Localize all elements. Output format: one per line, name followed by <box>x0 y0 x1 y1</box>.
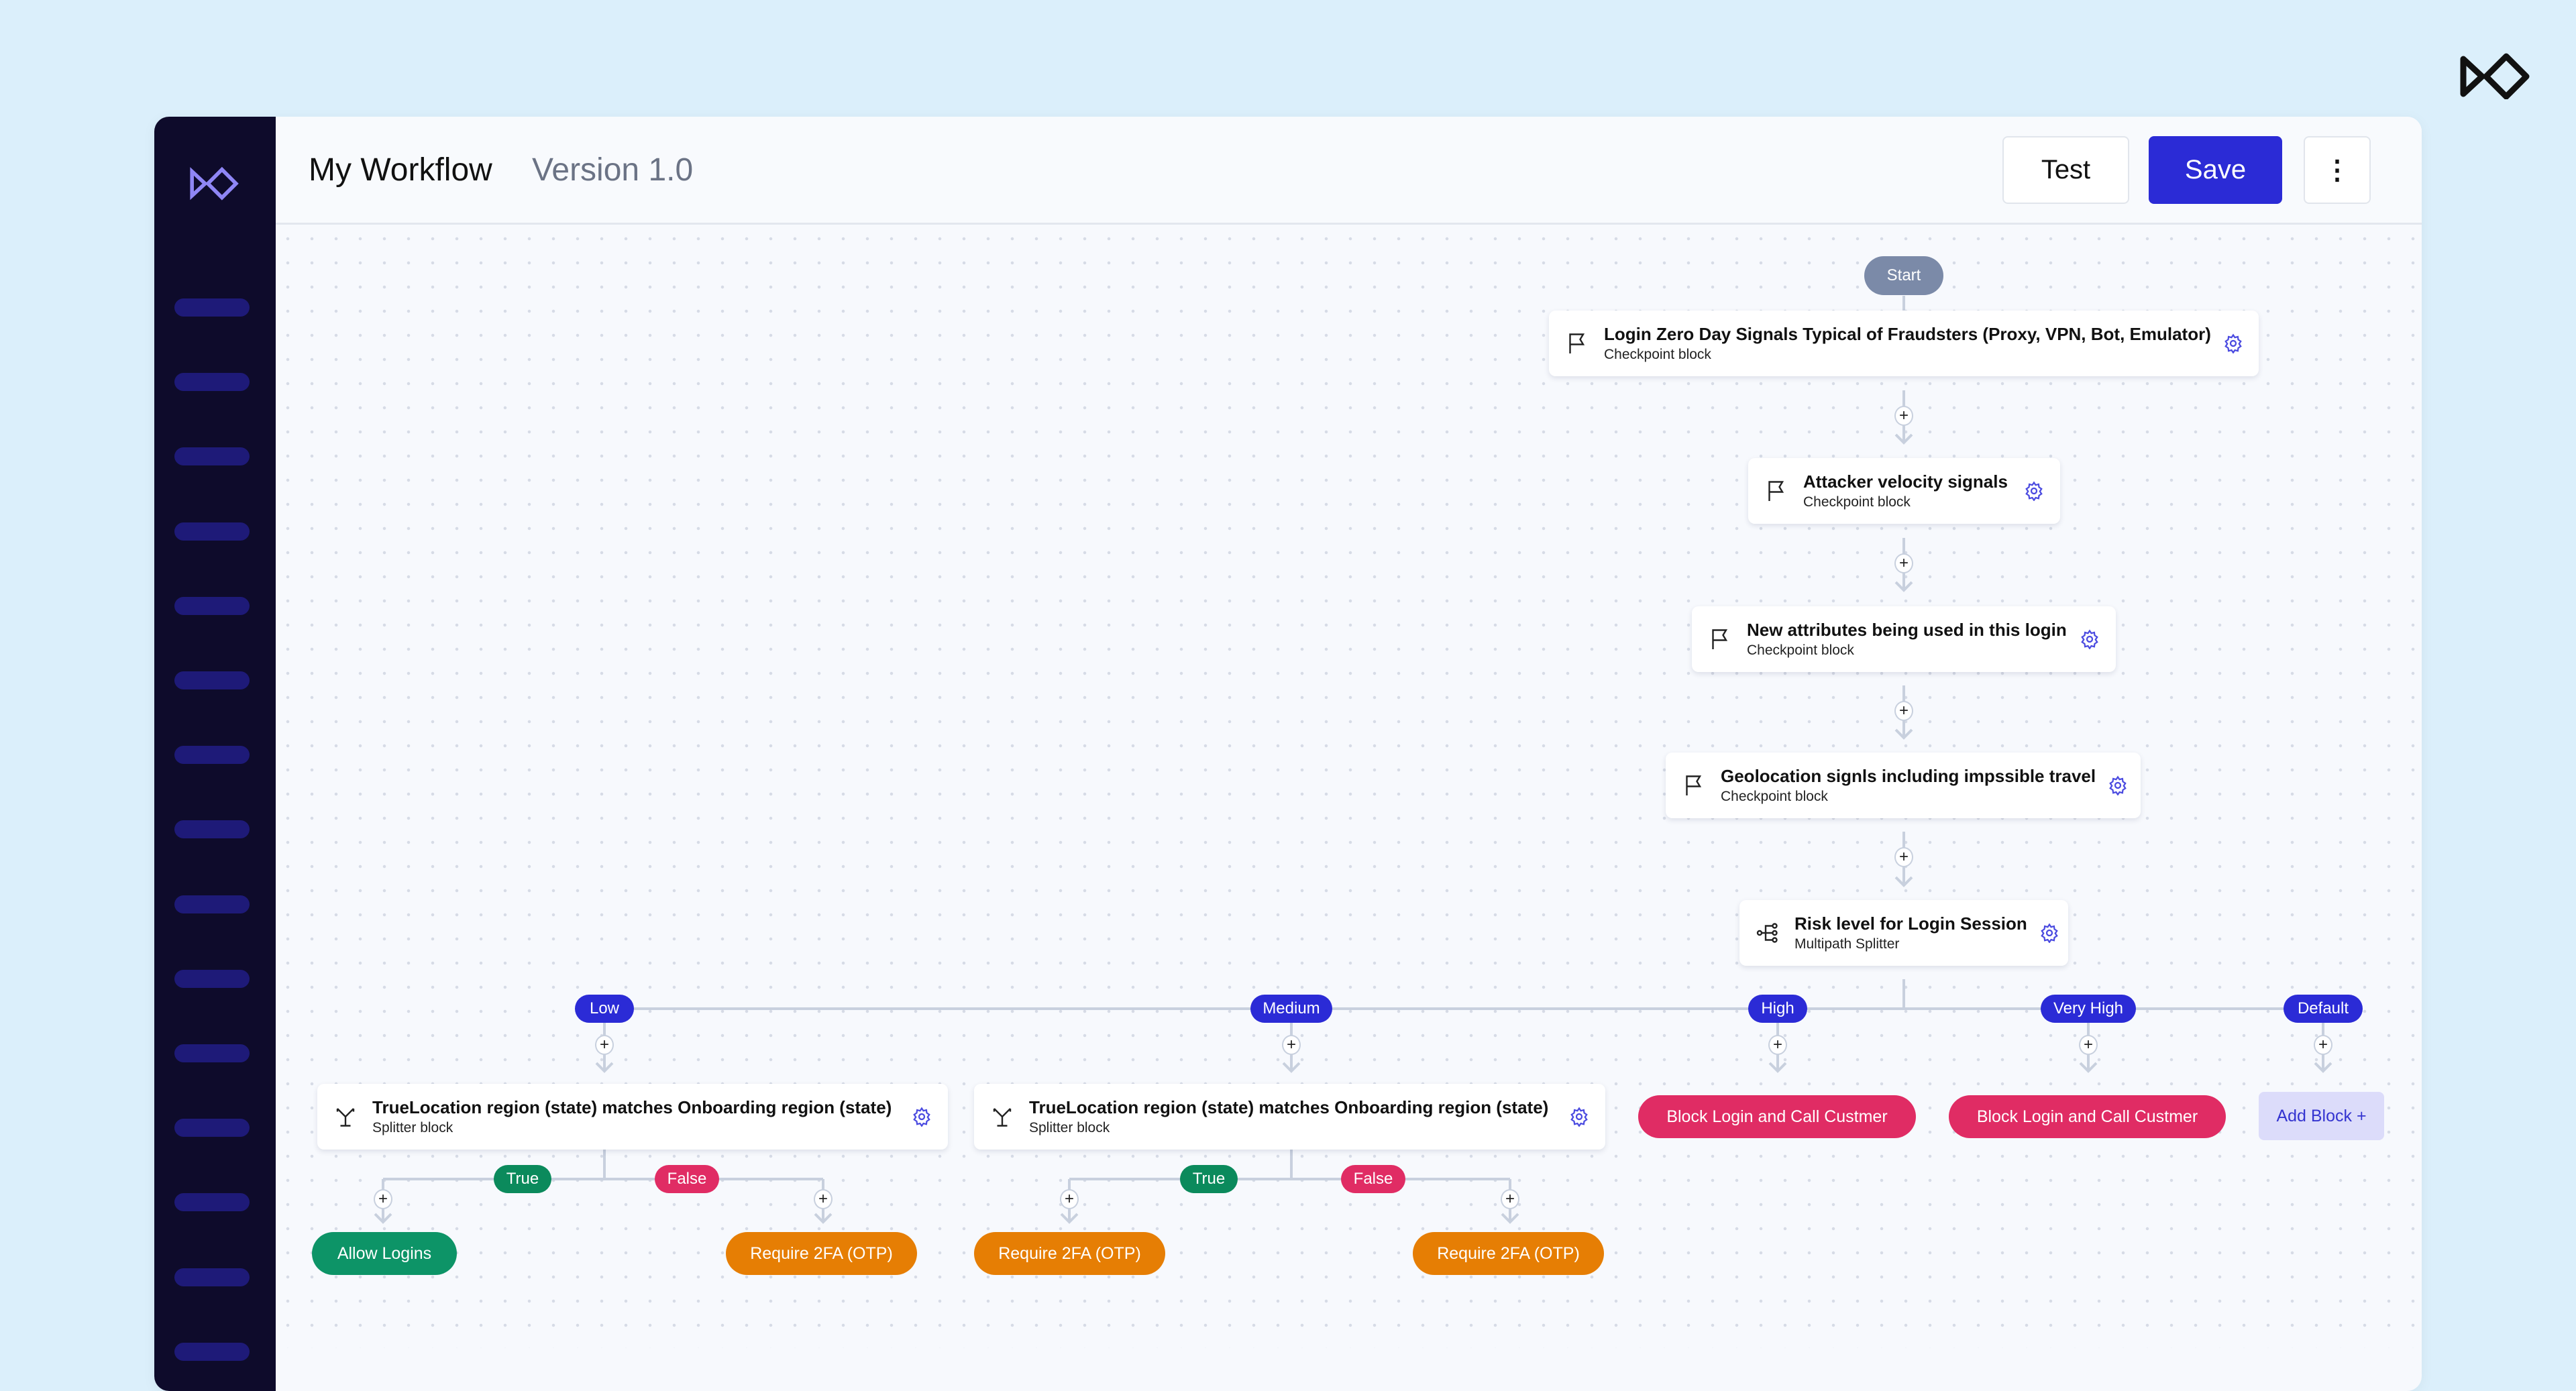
add-step-button[interactable]: + <box>1768 1035 1787 1055</box>
flag-icon <box>1569 333 1585 353</box>
add-step-button[interactable]: + <box>374 1189 392 1209</box>
block-title: Geolocation signls including impssible t… <box>1721 766 2096 786</box>
gear-icon[interactable] <box>2039 923 2059 943</box>
block-type: Checkpoint block <box>1747 643 1854 658</box>
workflow-title[interactable]: My Workflow <box>309 152 492 188</box>
add-step-button[interactable]: + <box>2079 1035 2098 1055</box>
false-label[interactable]: False <box>655 1165 719 1193</box>
block-login-action[interactable]: Block Login and Call Custmer <box>1638 1095 1916 1138</box>
flag-icon <box>1712 629 1728 649</box>
gear-icon[interactable] <box>2108 775 2128 795</box>
flag-icon <box>1768 481 1784 501</box>
sidebar <box>154 117 276 1391</box>
add-step-button[interactable]: + <box>1894 406 1913 426</box>
add-step-button[interactable]: + <box>2314 1035 2332 1055</box>
connectors <box>374 296 2332 1224</box>
add-step-button[interactable]: + <box>1894 553 1913 573</box>
checkpoint-block[interactable]: New attributes being used in this login C… <box>1692 606 2116 672</box>
header: My Workflow Version 1.0 Test Save ⋮ <box>276 117 2422 225</box>
multipath-icon <box>1756 923 1778 943</box>
sidebar-item[interactable] <box>174 1119 250 1137</box>
add-step-button[interactable]: + <box>1894 701 1913 721</box>
start-node[interactable]: Start <box>1864 256 1943 295</box>
require-2fa-action[interactable]: Require 2FA (OTP) <box>974 1232 1165 1275</box>
gear-icon[interactable] <box>2024 481 2044 501</box>
sidebar-item[interactable] <box>174 671 250 689</box>
block-title: TrueLocation region (state) matches Onbo… <box>1029 1097 1549 1117</box>
block-type: Multipath Splitter <box>1794 936 1900 952</box>
checkpoint-block[interactable]: Login Zero Day Signals Typical of Frauds… <box>1549 311 2259 376</box>
more-vertical-icon: ⋮ <box>2324 155 2351 185</box>
sidebar-logo-icon[interactable] <box>189 164 239 202</box>
sidebar-item[interactable] <box>174 597 250 615</box>
gear-icon[interactable] <box>1569 1107 1589 1127</box>
block-type: Checkpoint block <box>1604 347 1711 362</box>
path-label-high[interactable]: High <box>1748 995 1807 1023</box>
path-label-medium[interactable]: Medium <box>1250 995 1332 1023</box>
sidebar-item[interactable] <box>174 820 250 838</box>
block-title: TrueLocation region (state) matches Onbo… <box>372 1097 892 1117</box>
add-step-button[interactable]: + <box>1894 847 1913 867</box>
block-type: Checkpoint block <box>1721 789 1828 804</box>
sidebar-item[interactable] <box>174 373 250 391</box>
sidebar-item[interactable] <box>174 1268 250 1286</box>
add-block-button[interactable]: Add Block + <box>2259 1092 2384 1140</box>
false-label[interactable]: False <box>1341 1165 1405 1193</box>
checkpoint-block[interactable]: Attacker velocity signals Checkpoint bloc… <box>1748 458 2060 524</box>
block-title: New attributes being used in this login <box>1747 620 2067 640</box>
block-type: Checkpoint block <box>1803 494 1911 510</box>
gear-icon[interactable] <box>2080 629 2100 649</box>
block-title: Risk level for Login Session <box>1794 913 2027 934</box>
add-step-button[interactable]: + <box>1060 1189 1079 1209</box>
more-options-button[interactable]: ⋮ <box>2304 136 2371 204</box>
block-type: Splitter block <box>1029 1120 1110 1135</box>
flag-icon <box>1686 775 1702 795</box>
checkpoint-block[interactable]: Geolocation signls including impssible t… <box>1666 753 2141 818</box>
save-button[interactable]: Save <box>2149 136 2282 204</box>
require-2fa-action[interactable]: Require 2FA (OTP) <box>726 1232 917 1275</box>
gear-icon[interactable] <box>912 1107 932 1127</box>
sidebar-item[interactable] <box>174 1044 250 1062</box>
test-button[interactable]: Test <box>2002 136 2129 204</box>
add-step-button[interactable]: + <box>1282 1035 1301 1055</box>
sidebar-item[interactable] <box>174 298 250 317</box>
path-label-default[interactable]: Default <box>2284 995 2363 1023</box>
splitter-block[interactable]: TrueLocation region (state) matches Onbo… <box>317 1084 948 1150</box>
sidebar-item[interactable] <box>174 447 250 465</box>
sidebar-item[interactable] <box>174 746 250 764</box>
add-step-button[interactable]: + <box>1501 1189 1519 1209</box>
gear-icon[interactable] <box>2223 333 2243 353</box>
sidebar-item[interactable] <box>174 895 250 913</box>
splitter-icon <box>993 1108 1012 1127</box>
block-type: Splitter block <box>372 1120 453 1135</box>
sidebar-item[interactable] <box>174 522 250 541</box>
path-label-low[interactable]: Low <box>575 995 634 1023</box>
multipath-splitter-block[interactable]: Risk level for Login Session Multipath Sp… <box>1739 900 2068 966</box>
true-label[interactable]: True <box>494 1165 551 1193</box>
sidebar-item[interactable] <box>174 970 250 988</box>
block-title: Attacker velocity signals <box>1803 471 2008 492</box>
sidebar-item[interactable] <box>174 1193 250 1211</box>
require-2fa-action[interactable]: Require 2FA (OTP) <box>1413 1232 1604 1275</box>
brand-logo-icon <box>2460 53 2530 99</box>
path-label-very-high[interactable]: Very High <box>2041 995 2136 1023</box>
splitter-block[interactable]: TrueLocation region (state) matches Onbo… <box>974 1084 1605 1150</box>
splitter-icon <box>336 1108 355 1127</box>
block-login-action[interactable]: Block Login and Call Custmer <box>1949 1095 2226 1138</box>
allow-logins-action[interactable]: Allow Logins <box>312 1232 457 1275</box>
add-step-button[interactable]: + <box>595 1035 614 1055</box>
block-title: Login Zero Day Signals Typical of Frauds… <box>1604 324 2211 344</box>
version-label: Version 1.0 <box>532 152 694 188</box>
add-step-button[interactable]: + <box>814 1189 833 1209</box>
true-label[interactable]: True <box>1180 1165 1238 1193</box>
